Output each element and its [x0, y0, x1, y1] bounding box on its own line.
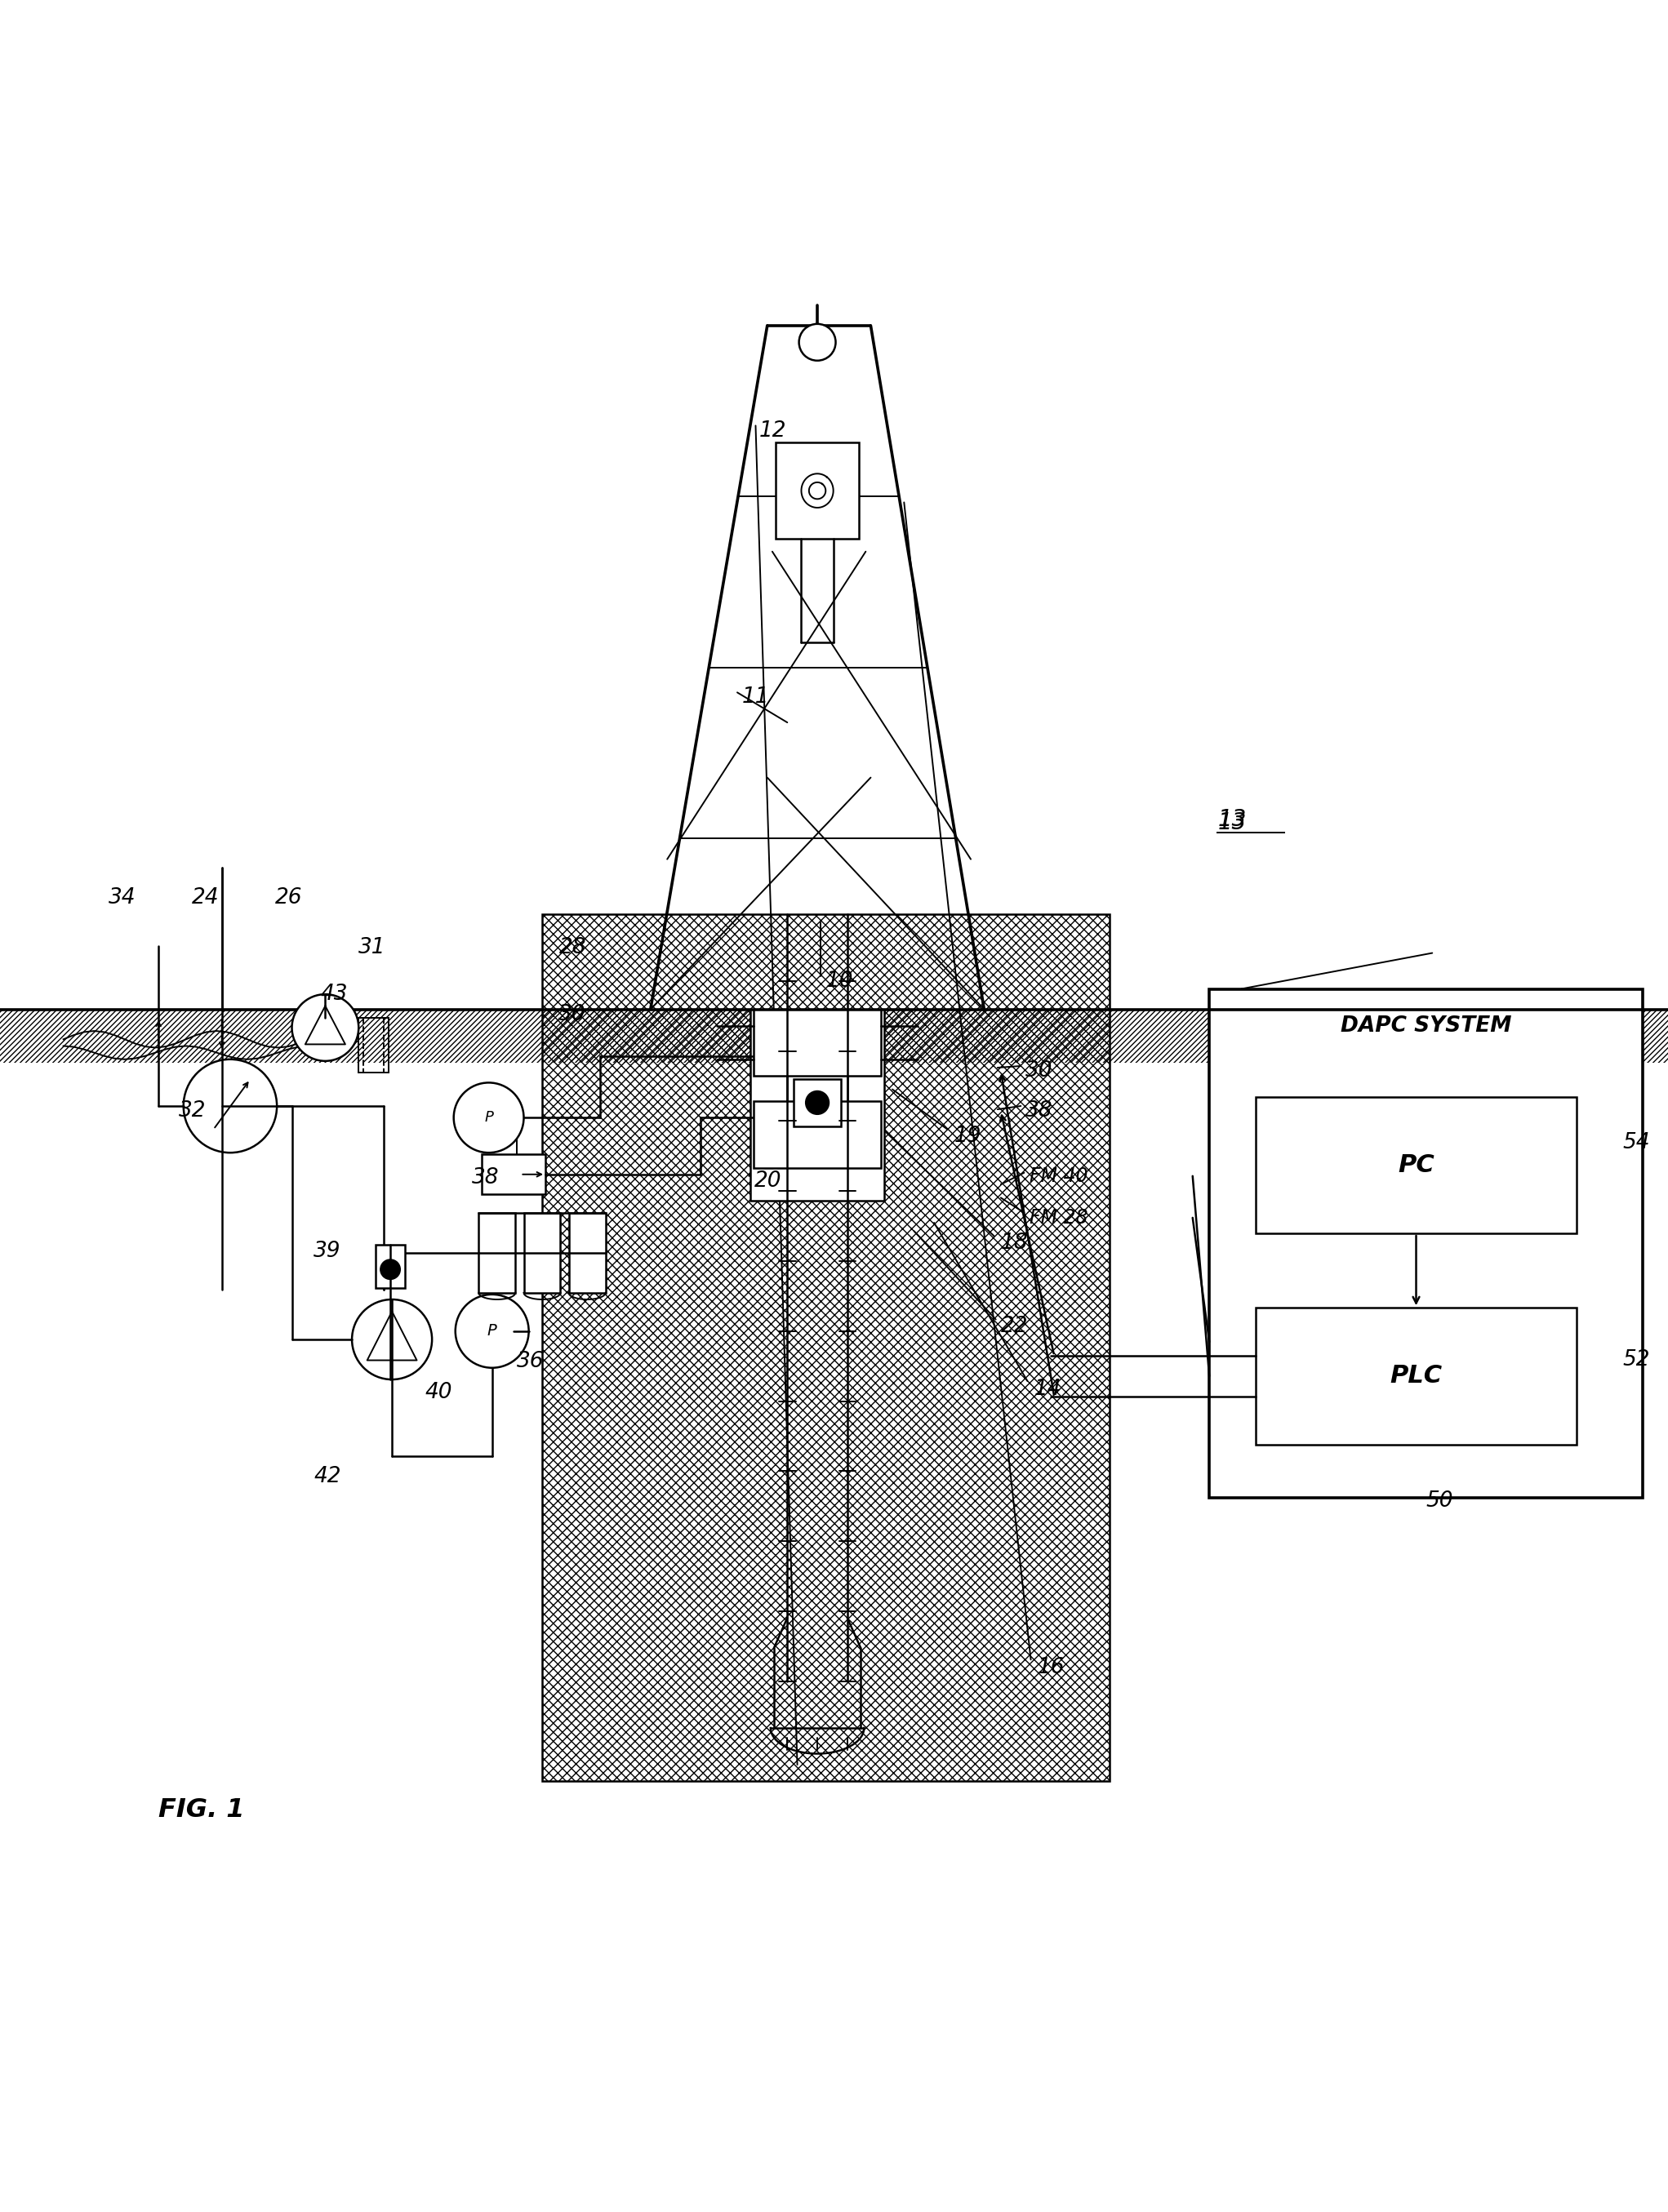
- Circle shape: [380, 1259, 400, 1279]
- Text: 32: 32: [178, 1099, 205, 1121]
- Text: P: P: [487, 1323, 497, 1338]
- Text: P: P: [484, 1110, 494, 1126]
- Text: 30: 30: [559, 1004, 585, 1024]
- Text: 43: 43: [320, 984, 347, 1004]
- Circle shape: [352, 1298, 432, 1380]
- Bar: [794, 1079, 841, 1126]
- Bar: [0, 1009, 1668, 1062]
- Text: 19: 19: [954, 1126, 981, 1146]
- Text: 18: 18: [1001, 1232, 1027, 1254]
- Circle shape: [806, 1091, 829, 1115]
- Circle shape: [455, 1294, 529, 1367]
- Text: FM 28: FM 28: [1029, 1208, 1088, 1228]
- Text: 34: 34: [108, 887, 135, 909]
- Circle shape: [454, 1082, 524, 1152]
- Text: PC: PC: [1398, 1152, 1434, 1177]
- Circle shape: [799, 323, 836, 361]
- Text: 20: 20: [754, 1170, 781, 1192]
- Text: 54: 54: [1623, 1133, 1650, 1152]
- Text: 11: 11: [742, 688, 769, 708]
- Bar: [1256, 1307, 1576, 1444]
- Circle shape: [183, 1060, 277, 1152]
- Text: 39: 39: [314, 1241, 340, 1261]
- Text: 10: 10: [826, 971, 852, 991]
- Text: 50: 50: [1426, 1491, 1453, 1511]
- Text: 31: 31: [359, 938, 385, 958]
- Bar: [1209, 989, 1643, 1498]
- Text: 22: 22: [1001, 1316, 1027, 1336]
- Text: 36: 36: [517, 1352, 544, 1371]
- Text: 13: 13: [1218, 812, 1246, 834]
- Text: 38: 38: [472, 1168, 499, 1188]
- Text: 40: 40: [425, 1382, 452, 1402]
- Bar: [754, 1102, 881, 1168]
- Text: 38: 38: [1026, 1099, 1053, 1121]
- Bar: [1256, 1097, 1576, 1234]
- Text: DAPC SYSTEM: DAPC SYSTEM: [1341, 1015, 1511, 1037]
- Bar: [479, 1212, 515, 1292]
- Text: FM 40: FM 40: [1029, 1166, 1088, 1186]
- Text: 14: 14: [1034, 1378, 1061, 1400]
- Text: 30: 30: [1026, 1060, 1053, 1082]
- Circle shape: [292, 993, 359, 1062]
- Text: 24: 24: [192, 887, 219, 909]
- Text: 12: 12: [759, 420, 786, 440]
- Text: 13: 13: [1218, 807, 1246, 830]
- Text: PLC: PLC: [1389, 1365, 1443, 1387]
- Text: 42: 42: [314, 1467, 340, 1486]
- Text: 26: 26: [275, 887, 302, 909]
- Text: 28: 28: [559, 938, 585, 958]
- Bar: [482, 1155, 545, 1194]
- Text: FIG. 1: FIG. 1: [158, 1796, 245, 1823]
- Text: 16: 16: [1037, 1657, 1064, 1679]
- Bar: [569, 1212, 605, 1292]
- Bar: [359, 1018, 389, 1073]
- Bar: [754, 1009, 881, 1075]
- Text: 52: 52: [1623, 1349, 1650, 1369]
- Bar: [375, 1245, 405, 1287]
- Bar: [751, 1009, 884, 1201]
- Bar: [542, 914, 1109, 1781]
- Bar: [524, 1212, 560, 1292]
- Bar: [776, 442, 859, 540]
